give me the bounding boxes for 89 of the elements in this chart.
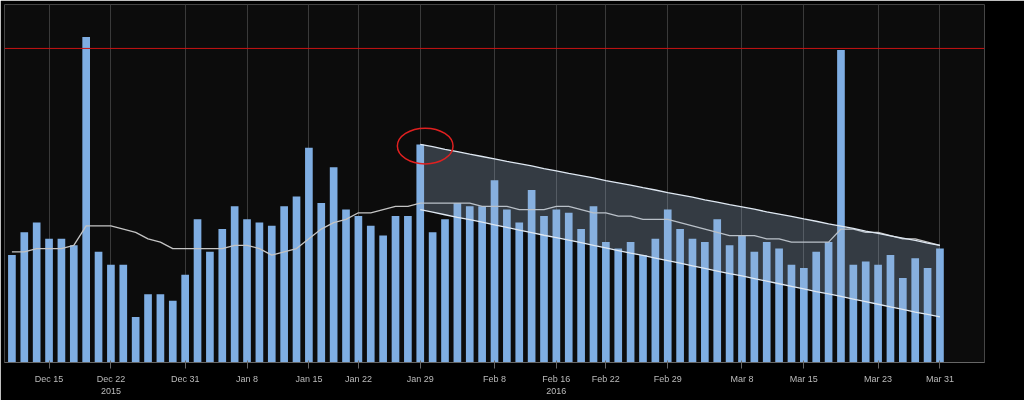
bar xyxy=(775,248,783,363)
bar xyxy=(812,251,821,363)
bar xyxy=(527,190,536,363)
bar xyxy=(416,144,425,363)
bar xyxy=(453,203,462,363)
bar xyxy=(626,242,635,363)
x-tick-label: Jan 22 xyxy=(344,373,372,384)
bar xyxy=(255,222,264,363)
x-tick-label: Feb 16 2016 xyxy=(542,373,571,396)
bar xyxy=(577,229,585,363)
bar xyxy=(193,219,202,363)
bar xyxy=(503,209,511,363)
bar xyxy=(564,212,573,363)
bar xyxy=(688,238,697,363)
bar xyxy=(552,209,561,363)
x-tick-label: Jan 15 xyxy=(295,373,323,384)
bar xyxy=(156,294,165,363)
bar xyxy=(441,219,449,363)
bar xyxy=(465,206,474,363)
bar xyxy=(329,167,338,363)
bar xyxy=(515,222,524,363)
bar xyxy=(874,264,882,363)
bar xyxy=(911,258,920,363)
bar xyxy=(69,245,78,363)
bar xyxy=(379,235,387,363)
bar xyxy=(663,209,672,363)
bar xyxy=(861,261,870,363)
bar xyxy=(750,251,759,363)
bar xyxy=(725,245,734,363)
bar xyxy=(738,235,746,363)
bar xyxy=(181,274,189,363)
x-tick-label: Jan 8 xyxy=(236,373,259,384)
bar xyxy=(230,206,239,363)
bar xyxy=(614,248,623,363)
bar xyxy=(292,196,301,363)
bar xyxy=(119,264,128,363)
bar xyxy=(267,225,276,363)
bar xyxy=(490,180,499,363)
bar xyxy=(305,147,313,363)
bar xyxy=(701,242,709,363)
bar xyxy=(206,251,214,363)
bar xyxy=(886,255,895,363)
bar xyxy=(144,294,152,363)
x-tick-label: Mar 31 xyxy=(925,373,954,384)
bar xyxy=(800,268,808,363)
x-tick-label: Mar 15 xyxy=(789,373,818,384)
bar xyxy=(82,37,90,363)
x-tick-label: Dec 22 2015 xyxy=(96,373,126,396)
bar xyxy=(342,209,350,363)
bar xyxy=(354,216,363,363)
bar xyxy=(107,264,115,363)
bar xyxy=(243,219,251,363)
bar xyxy=(540,216,548,363)
bar xyxy=(589,206,598,363)
x-tick-label: Mar 23 xyxy=(864,373,893,384)
bar xyxy=(824,242,833,363)
bar xyxy=(391,216,400,363)
bar xyxy=(218,229,227,363)
x-tick-label: Feb 22 xyxy=(591,373,620,384)
bar xyxy=(57,238,66,363)
bar xyxy=(131,316,140,363)
bar xyxy=(366,225,375,363)
bar xyxy=(317,203,326,363)
bar xyxy=(94,251,103,363)
bar xyxy=(639,255,647,363)
x-tick-label: Jan 29 xyxy=(406,373,434,384)
bar xyxy=(45,238,53,363)
bar xyxy=(713,219,722,363)
bar xyxy=(8,255,16,363)
bar xyxy=(602,242,610,363)
bar xyxy=(280,206,288,363)
bar xyxy=(32,222,41,363)
bar xyxy=(404,216,412,363)
bar xyxy=(936,248,944,363)
bar xyxy=(20,232,29,363)
bar xyxy=(762,242,771,363)
bar xyxy=(676,229,684,363)
bar xyxy=(899,277,907,363)
x-tick-label: Dec 15 xyxy=(34,373,64,384)
bar xyxy=(478,206,486,363)
bar xyxy=(837,50,845,363)
x-tick-label: Dec 31 xyxy=(170,373,200,384)
bar xyxy=(168,300,177,363)
x-tick-label: Mar 8 xyxy=(730,373,754,384)
x-tick-label: Feb 8 xyxy=(482,373,507,384)
bar xyxy=(428,232,437,363)
x-tick-label: Feb 29 xyxy=(653,373,682,384)
bar xyxy=(923,268,932,363)
bar xyxy=(651,238,660,363)
